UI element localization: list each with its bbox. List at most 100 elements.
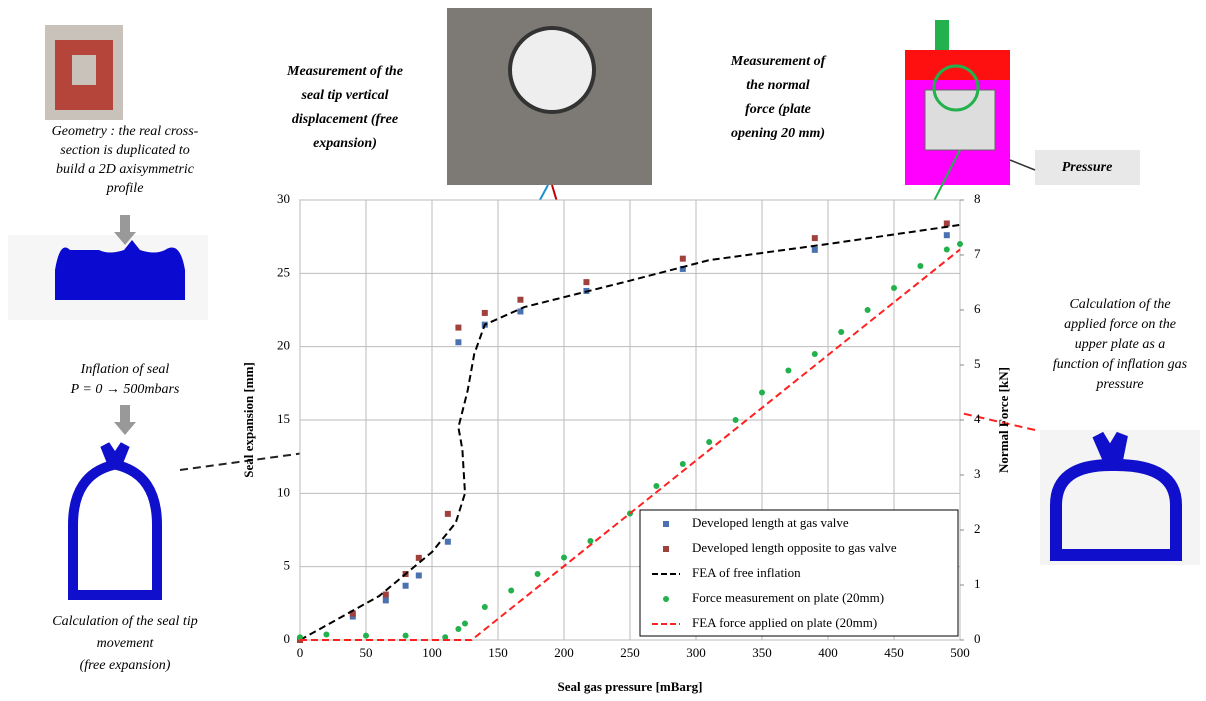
- point: [416, 572, 422, 578]
- legend-label: FEA force applied on plate (20mm): [692, 615, 877, 630]
- x-tick-label: 0: [297, 645, 304, 660]
- arrow: [114, 405, 136, 435]
- x-tick-label: 100: [422, 645, 442, 660]
- y2-tick-label: 1: [974, 576, 981, 591]
- annotation: Inflation of seal: [80, 362, 170, 377]
- point: [917, 263, 923, 269]
- y2-tick-label: 3: [974, 466, 981, 481]
- annotation: opening 20 mm): [731, 126, 825, 141]
- x-tick-label: 400: [818, 645, 838, 660]
- point: [517, 297, 523, 303]
- figure: 0501001502002503003504004505000510152025…: [0, 0, 1206, 696]
- point: [383, 592, 389, 598]
- gauge: [510, 28, 594, 112]
- annotation: Calculation of the seal tip: [52, 614, 197, 629]
- x-tick-label: 50: [360, 645, 373, 660]
- annotation: build a 2D axisymmetric: [56, 162, 195, 177]
- annotation: Measurement of the: [286, 64, 403, 79]
- y-tick-label: 25: [277, 264, 290, 279]
- point: [455, 626, 461, 632]
- legend-marker: [663, 521, 669, 527]
- point: [957, 241, 963, 247]
- point: [403, 583, 409, 589]
- annotation: the normal: [746, 78, 810, 93]
- y-tick-label: 5: [284, 558, 291, 573]
- annotation: Geometry : the real cross-: [52, 124, 199, 139]
- annotation: Pressure: [1062, 160, 1113, 175]
- point: [482, 310, 488, 316]
- legend-label: Force measurement on plate (20mm): [692, 590, 884, 605]
- point: [785, 368, 791, 374]
- point: [587, 538, 593, 544]
- annotation: expansion): [313, 136, 377, 151]
- point: [944, 232, 950, 238]
- point: [445, 511, 451, 517]
- y2-axis-label: Normal Force [kN]: [996, 367, 1011, 473]
- annotation: section is duplicated to: [60, 143, 189, 158]
- point: [944, 247, 950, 253]
- y2-tick-label: 0: [974, 631, 981, 646]
- annotation: function of inflation gas: [1053, 357, 1188, 372]
- point: [680, 256, 686, 262]
- arrow-line: [1010, 160, 1035, 170]
- point: [812, 247, 818, 253]
- annotation: movement: [97, 636, 155, 651]
- point: [363, 633, 369, 639]
- point: [812, 235, 818, 241]
- point: [680, 461, 686, 467]
- y2-tick-label: 2: [974, 521, 981, 536]
- point: [583, 279, 589, 285]
- point: [508, 588, 514, 594]
- point: [838, 329, 844, 335]
- y-tick-label: 15: [277, 411, 290, 426]
- point: [383, 597, 389, 603]
- annotation: displacement (free: [292, 112, 398, 127]
- point: [403, 633, 409, 639]
- x-tick-label: 500: [950, 645, 970, 660]
- point: [323, 632, 329, 638]
- y2-tick-label: 6: [974, 301, 981, 316]
- x-tick-label: 300: [686, 645, 706, 660]
- legend-label: Developed length opposite to gas valve: [692, 540, 897, 555]
- point: [535, 571, 541, 577]
- y2-tick-label: 4: [974, 411, 981, 426]
- point: [812, 351, 818, 357]
- annotation: seal tip vertical: [300, 88, 388, 103]
- annotation: pressure: [1095, 377, 1143, 392]
- x-tick-label: 450: [884, 645, 904, 660]
- point: [706, 439, 712, 445]
- point: [482, 604, 488, 610]
- legend-label: FEA of free inflation: [692, 565, 801, 580]
- point: [865, 307, 871, 313]
- annotation: (free expansion): [80, 658, 171, 673]
- point: [462, 621, 468, 627]
- y-tick-label: 20: [277, 338, 290, 353]
- point: [759, 390, 765, 396]
- legend-marker: [663, 546, 669, 552]
- point: [455, 339, 461, 345]
- x-axis-label: Seal gas pressure [mBarg]: [557, 679, 702, 694]
- point: [944, 220, 950, 226]
- annotation: applied force on the: [1064, 317, 1176, 332]
- point: [891, 285, 897, 291]
- y-tick-label: 30: [277, 191, 290, 206]
- y-axis-label: Seal expansion [mm]: [241, 362, 256, 478]
- point: [561, 555, 567, 561]
- point: [445, 539, 451, 545]
- annotation: P = 0 → 500mbars: [70, 382, 180, 397]
- point: [455, 325, 461, 331]
- point: [733, 417, 739, 423]
- x-tick-label: 200: [554, 645, 574, 660]
- fea-deformed: [73, 445, 157, 595]
- y2-tick-label: 5: [974, 356, 981, 371]
- y2-tick-label: 7: [974, 246, 981, 261]
- point: [653, 483, 659, 489]
- x-tick-label: 350: [752, 645, 772, 660]
- y-tick-label: 10: [277, 484, 290, 499]
- annotation: Measurement of: [730, 54, 827, 69]
- y2-tick-label: 8: [974, 191, 981, 206]
- annotation: force (plate: [745, 102, 811, 117]
- arrow: [935, 20, 949, 50]
- y-tick-label: 0: [284, 631, 291, 646]
- annotation: upper plate as a: [1075, 337, 1166, 352]
